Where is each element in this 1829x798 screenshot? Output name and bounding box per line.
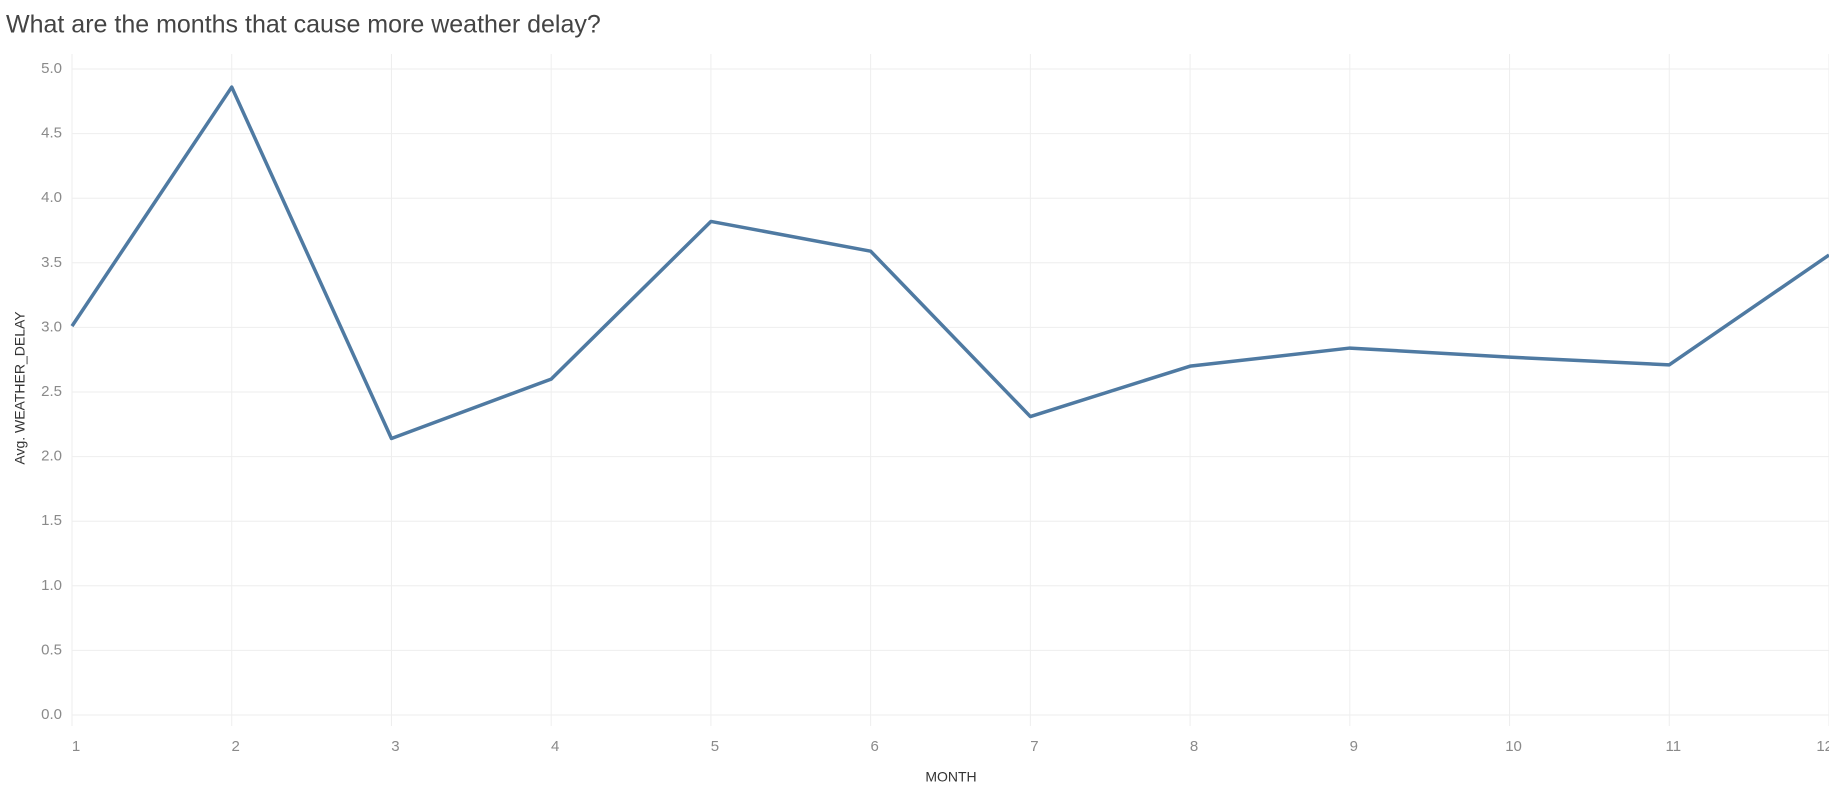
x-tick-label: 1 xyxy=(72,738,80,755)
y-tick-label: 4.0 xyxy=(41,189,62,206)
y-tick-label: 2.0 xyxy=(41,448,62,465)
y-tick-label: 0.5 xyxy=(41,641,62,658)
x-tick-label: 9 xyxy=(1350,738,1358,755)
y-tick-label: 3.5 xyxy=(41,254,62,271)
y-tick-label: 5.0 xyxy=(41,60,62,77)
y-axis-label: Avg. WEATHER_DELAY xyxy=(12,311,28,465)
line-series xyxy=(70,85,1829,441)
y-tick-label: 2.5 xyxy=(41,383,62,400)
x-tick-label: 4 xyxy=(551,738,559,755)
x-tick-label: 5 xyxy=(711,738,719,755)
x-axis-label: MONTH xyxy=(925,769,976,785)
x-tick-label: 12 xyxy=(1816,738,1829,755)
x-tick-label: 7 xyxy=(1030,738,1038,755)
x-tick-label: 3 xyxy=(391,738,399,755)
y-tick-label: 1.5 xyxy=(41,512,62,529)
x-tick-label: 10 xyxy=(1505,738,1522,755)
y-tick-label: 3.0 xyxy=(41,318,62,335)
x-tick-label: 11 xyxy=(1665,738,1681,755)
x-tick-label: 2 xyxy=(232,738,240,755)
y-tick-label: 4.5 xyxy=(41,125,62,142)
x-tick-label: 8 xyxy=(1190,738,1198,755)
y-tick-label: 0.0 xyxy=(41,706,62,723)
y-tick-label: 1.0 xyxy=(41,577,62,594)
x-tick-label: 6 xyxy=(870,738,878,755)
chart-title: What are the months that cause more weat… xyxy=(6,11,601,39)
